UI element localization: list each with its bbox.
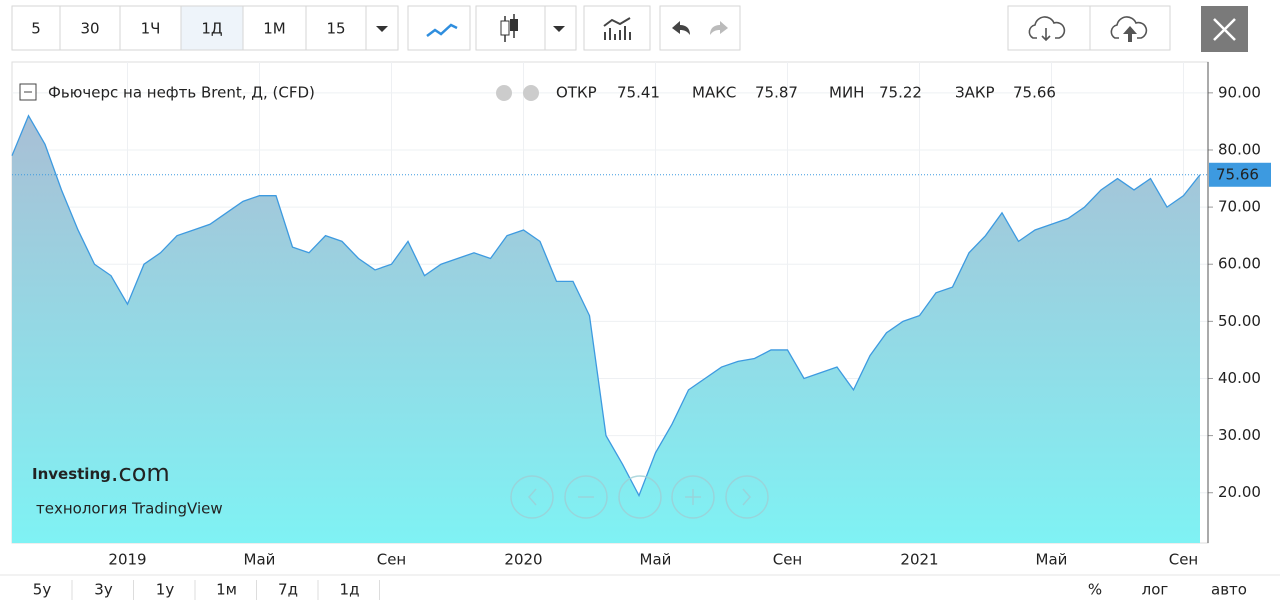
open-label: ОТКР — [556, 84, 597, 102]
x-tick-label: 2021 — [900, 551, 938, 569]
close-label: ЗАКР — [955, 84, 995, 102]
chart-tools — [365, 5, 1248, 52]
indicators-icon — [603, 17, 631, 40]
interval-label: 30 — [80, 20, 99, 38]
x-tick-label: Сен — [773, 551, 803, 569]
line-icon — [426, 23, 458, 37]
interval-label: 15 — [326, 20, 345, 38]
zoom-out[interactable] — [564, 475, 608, 519]
interval-button[interactable] — [242, 5, 307, 51]
interval-label: 1Д — [201, 20, 222, 38]
reset[interactable] — [618, 475, 662, 519]
interval-label: 1М — [263, 20, 286, 38]
download-button[interactable] — [1007, 5, 1091, 51]
candle-body — [500, 20, 510, 36]
chart-title: Фьючерс на нефть Brent, Д, (CFD) — [48, 84, 315, 102]
scale-option[interactable]: авто — [1211, 581, 1247, 599]
legend: Фьючерс на нефть Brent, Д, (CFD) ОТКР 75… — [19, 83, 1056, 102]
range-button[interactable]: 3у — [94, 581, 113, 599]
brand: Investing.com — [32, 459, 170, 487]
zoom-in[interactable] — [671, 475, 715, 519]
x-tick-label: Сен — [1169, 551, 1199, 569]
eye-icon[interactable] — [496, 85, 512, 101]
interval-button[interactable] — [180, 5, 244, 51]
brand-name: Investing — [32, 465, 111, 483]
range-button[interactable]: 5у — [33, 581, 52, 599]
low-value: 75.22 — [879, 84, 922, 102]
area — [12, 115, 1200, 543]
zoom-icons — [528, 488, 751, 506]
upload-icon — [1110, 16, 1148, 39]
scroll-left[interactable] — [510, 475, 554, 519]
y-tick-label: 40.00 — [1218, 369, 1261, 387]
y-tick-label: 70.00 — [1218, 198, 1261, 216]
range-button[interactable]: 1м — [216, 581, 237, 599]
y-tick-label: 60.00 — [1218, 255, 1261, 273]
y-tick-label: 30.00 — [1218, 426, 1261, 444]
y-tick-label: 50.00 — [1218, 312, 1261, 330]
interval-label: 1Ч — [141, 20, 161, 38]
x-tick-label: Сен — [377, 551, 407, 569]
close-value: 75.66 — [1013, 84, 1056, 102]
watermark: Investing.com технология TradingView — [32, 459, 223, 518]
x-tick-label: 2020 — [504, 551, 542, 569]
interval-button[interactable] — [305, 5, 367, 51]
scale-option[interactable]: лог — [1142, 581, 1169, 599]
undo-icon — [672, 21, 690, 35]
x-tick-label: Май — [640, 551, 672, 569]
brand-suffix: .com — [111, 459, 170, 487]
y-tick-label: 20.00 — [1218, 483, 1261, 501]
open-value: 75.41 — [617, 84, 660, 102]
scale-option[interactable]: % — [1088, 581, 1102, 599]
range-button[interactable]: 7д — [278, 581, 298, 599]
dropdown-arrow — [376, 26, 388, 32]
zoom-controls — [510, 475, 769, 519]
x-tick-label: 2019 — [108, 551, 146, 569]
interval-button[interactable] — [11, 5, 61, 51]
range-button[interactable]: 1д — [340, 581, 360, 599]
plot: 20.00 30.00 40.00 50.00 60.00 70.00 80.00 90.00… — [11, 62, 1271, 569]
last-price-label: 75.66 — [1216, 165, 1259, 183]
x-tick-label: Май — [1036, 551, 1068, 569]
last-price-badge — [1209, 162, 1271, 187]
interval-button[interactable] — [119, 5, 182, 51]
price-line — [11, 114, 1201, 498]
toolbar: 5 30 1Ч 1Д 1М 15 — [11, 5, 367, 51]
close-icon — [1213, 18, 1236, 41]
high-label: МАКС — [692, 84, 736, 102]
low-label: МИН — [829, 84, 864, 102]
y-tick-label: 90.00 — [1218, 83, 1261, 101]
high-value: 75.87 — [755, 84, 798, 102]
scroll-right[interactable] — [725, 475, 769, 519]
tagline: технология TradingView — [36, 500, 223, 518]
upload-arrow — [1123, 26, 1137, 42]
x-tick-label: Май — [244, 551, 276, 569]
download-icon — [1028, 16, 1066, 42]
line-style-button[interactable] — [407, 5, 471, 51]
interval-label: 5 — [31, 20, 41, 38]
interval-button[interactable] — [59, 5, 121, 51]
footer: 5у 3у 1у 1м 7д 1д% лог авто — [33, 580, 1247, 600]
candle-body — [510, 19, 518, 31]
range-button[interactable]: 1у — [156, 581, 175, 599]
indicators-button[interactable] — [583, 5, 651, 51]
dropdown-arrow — [553, 26, 565, 32]
settings-icon[interactable] — [523, 85, 539, 101]
y-tick-label: 80.00 — [1218, 140, 1261, 158]
redo-icon — [710, 21, 728, 35]
